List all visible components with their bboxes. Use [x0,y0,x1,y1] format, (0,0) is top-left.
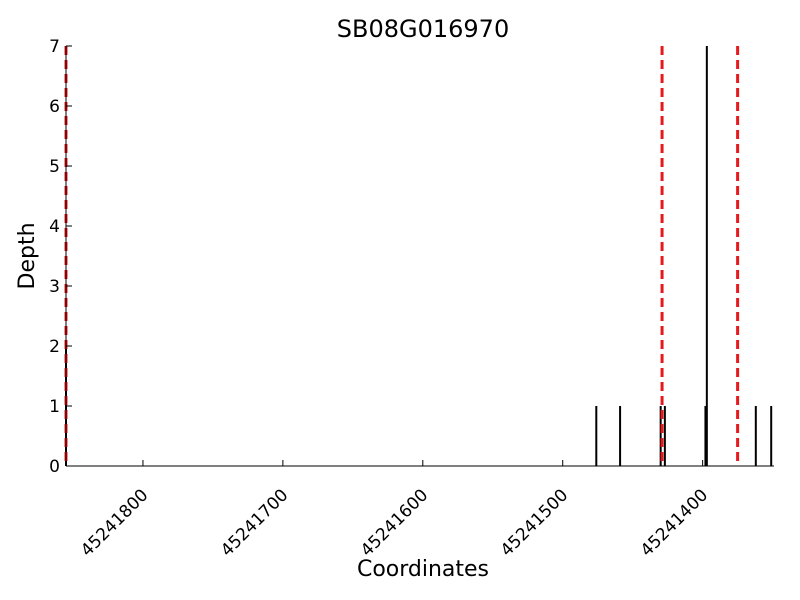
chart-title: SB08G016970 [337,15,509,43]
y-tick-label: 4 [49,217,60,237]
y-tick-label: 5 [49,157,60,177]
axes [65,46,774,467]
y-tick-label: 2 [49,337,60,357]
boundary-lines [64,46,740,466]
y-axis-label: Depth [15,222,40,289]
y-tick-label: 1 [49,397,60,417]
y-tick-label: 6 [49,97,60,117]
x-tick-label: 45241800 [77,485,152,560]
y-ticks: 0 1 2 3 4 5 6 7 [49,37,72,477]
x-axis-label: Coordinates [357,557,489,582]
y-tick-label: 0 [49,457,60,477]
x-tick-label: 45241600 [357,485,432,560]
y-tick-label: 3 [49,277,60,297]
x-ticks: 45241800 45241700 45241600 45241500 45241400 [77,460,712,561]
depth-bars [65,46,773,466]
x-tick-label: 45241400 [637,485,712,560]
x-tick-label: 45241700 [217,485,292,560]
x-tick-label: 45241500 [497,485,572,560]
y-tick-label: 7 [49,37,60,57]
